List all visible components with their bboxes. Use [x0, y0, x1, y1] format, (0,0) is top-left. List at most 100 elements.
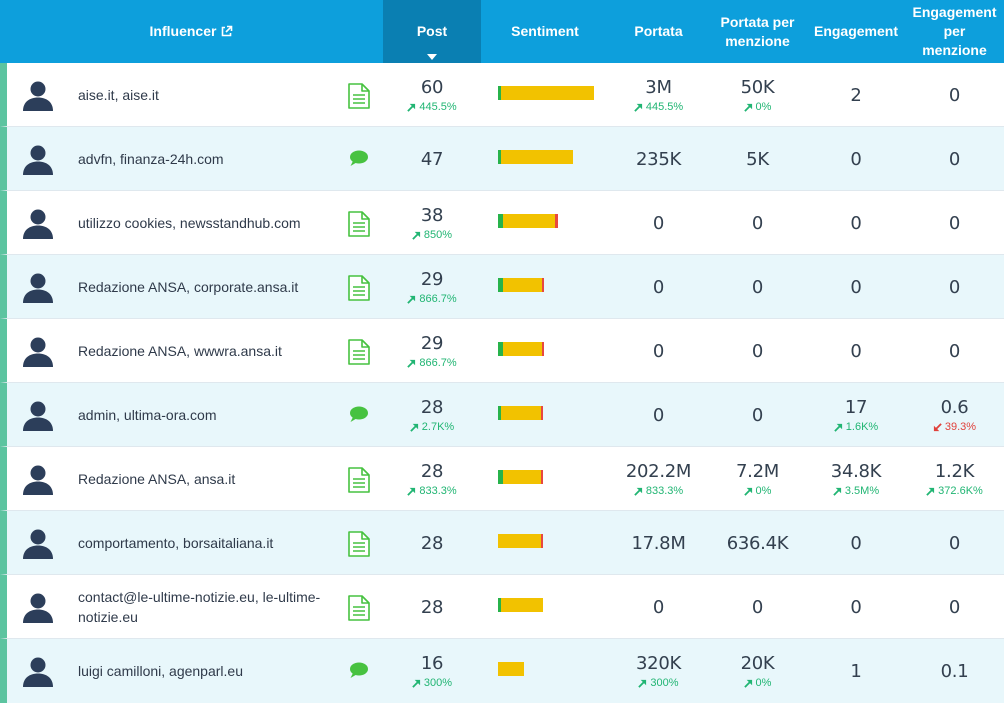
sentiment-bar[interactable]	[498, 470, 544, 484]
sentiment-bar[interactable]	[498, 86, 594, 100]
sentiment-bar[interactable]	[498, 534, 544, 548]
portata-cell: 3M 445.5%	[609, 63, 708, 127]
column-header-engagement[interactable]: Engagement	[807, 0, 905, 63]
post-count: 16	[420, 653, 444, 674]
portata-value: 0	[652, 340, 665, 362]
document-icon	[348, 83, 370, 109]
column-header-sentiment[interactable]: Sentiment	[481, 0, 609, 63]
sentiment-bar[interactable]	[498, 150, 573, 164]
portata-value: 320K	[636, 653, 681, 674]
table-row[interactable]: Redazione ANSA, ansa.it 28 833.3% 202.2M…	[0, 447, 1004, 511]
engagement-value: 0	[850, 532, 862, 554]
portata-per-menzione-delta: 0%	[743, 677, 772, 689]
portata-per-menzione-cell: 50K 0%	[708, 63, 807, 127]
influencer-name[interactable]: advfn, finanza-24h.com	[78, 151, 224, 167]
table-row[interactable]: luigi camilloni, agenparl.eu 16 300% 320…	[0, 639, 1004, 703]
engagement-per-menzione-cell: 0	[905, 191, 1004, 255]
engagement-per-menzione-delta: 372.6K%	[926, 485, 983, 497]
sort-descending-icon	[427, 54, 437, 60]
portata-value: 0	[652, 212, 665, 234]
column-header-portata-per-menzione[interactable]: Portata per menzione	[708, 0, 807, 63]
post-cell: 60 445.5%	[383, 63, 481, 127]
trend-up-icon	[638, 679, 647, 688]
influencer-name[interactable]: luigi camilloni, agenparl.eu	[78, 663, 243, 679]
influencer-name[interactable]: aise.it, aise.it	[78, 87, 159, 103]
sentiment-bar[interactable]	[498, 214, 559, 228]
influencer-name[interactable]: admin, ultima-ora.com	[78, 407, 217, 423]
portata-cell: 0	[609, 383, 708, 447]
external-link-icon[interactable]	[220, 25, 233, 38]
portata-per-menzione-value: 0	[751, 596, 764, 618]
portata-per-menzione-cell: 0	[708, 319, 807, 383]
column-header-post[interactable]: Post	[383, 0, 481, 63]
engagement-per-menzione-cell: 1.2K 372.6K%	[905, 447, 1004, 511]
sentiment-positive-segment	[498, 598, 501, 612]
engagement-delta: 3.5M%	[833, 485, 879, 497]
sentiment-neutral-segment	[498, 662, 524, 676]
influencer-name[interactable]: contact@le-ultime-notizie.eu, le-ultime-…	[78, 589, 321, 625]
influencer-name[interactable]: Redazione ANSA, corporate.ansa.it	[78, 279, 299, 295]
table-row[interactable]: Redazione ANSA, corporate.ansa.it 29 866…	[0, 255, 1004, 319]
engagement-cell: 0	[807, 575, 905, 639]
portata-per-menzione-cell: 5K	[708, 127, 807, 191]
engagement-per-menzione-delta: 39.3%	[933, 421, 976, 433]
portata-per-menzione-delta: 0%	[743, 485, 771, 497]
sentiment-bar[interactable]	[498, 278, 545, 292]
post-cell: 47	[383, 127, 481, 191]
table-row[interactable]: contact@le-ultime-notizie.eu, le-ultime-…	[0, 575, 1004, 639]
influencer-name[interactable]: Redazione ANSA, ansa.it	[78, 471, 236, 487]
portata-per-menzione-cell: 0	[708, 255, 807, 319]
delta-value: 833.3%	[419, 485, 457, 497]
user-avatar-icon	[23, 145, 53, 175]
influencer-name[interactable]: utilizzo cookies, newsstandhub.com	[78, 215, 301, 231]
column-header-influencer[interactable]: Influencer	[0, 0, 383, 63]
portata-per-menzione-header-label: Portata per menzione	[720, 13, 795, 49]
table-row[interactable]: advfn, finanza-24h.com 47 235K 5K 0 0	[0, 127, 1004, 191]
trend-down-icon	[933, 422, 942, 431]
sentiment-bar[interactable]	[498, 598, 544, 612]
engagement-per-menzione-value: 0.1	[940, 660, 969, 682]
engagement-per-menzione-cell: 0	[905, 127, 1004, 191]
document-icon	[348, 339, 370, 365]
sentiment-bar[interactable]	[498, 662, 524, 676]
column-header-engagement-per-menzione[interactable]: Engagement per menzione	[905, 0, 1004, 63]
influencer-name[interactable]: Redazione ANSA, wwwra.ansa.it	[78, 343, 282, 359]
post-count: 29	[420, 269, 444, 290]
delta-value: 445.5%	[645, 101, 684, 113]
delta-value: 0%	[755, 677, 772, 689]
engagement-value: 0	[850, 340, 862, 362]
portata-per-menzione-cell: 20K 0%	[708, 639, 807, 703]
document-icon	[348, 595, 370, 621]
portata-value: 17.8M	[631, 532, 686, 554]
table-row[interactable]: Redazione ANSA, wwwra.ansa.it 29 866.7% …	[0, 319, 1004, 383]
delta-value: 39.3%	[944, 421, 977, 433]
trend-up-icon	[834, 423, 842, 432]
delta-value: 866.7%	[419, 293, 457, 305]
engagement-per-menzione-cell: 0	[905, 319, 1004, 383]
user-avatar-icon	[23, 401, 53, 431]
influencer-name[interactable]: comportamento, borsaitaliana.it	[78, 535, 274, 551]
engagement-per-menzione-cell: 0	[905, 511, 1004, 575]
table-row[interactable]: admin, ultima-ora.com 28 2.7K% 0 0 17 1.…	[0, 383, 1004, 447]
engagement-cell: 0	[807, 319, 905, 383]
delta-value: 850%	[423, 229, 453, 241]
engagement-per-menzione-value: 1.2K	[934, 461, 975, 482]
engagement-value: 17	[844, 397, 868, 418]
sentiment-neutral-segment	[501, 406, 542, 420]
table-row[interactable]: aise.it, aise.it 60 445.5% 3M 445.5% 50K…	[0, 63, 1004, 127]
portata-value: 235K	[636, 148, 681, 170]
post-count: 29	[420, 333, 444, 354]
engagement-cell: 0	[807, 511, 905, 575]
column-header-portata[interactable]: Portata	[609, 0, 708, 63]
post-delta: 850%	[412, 229, 452, 241]
engagement-per-menzione-cell: 0	[905, 63, 1004, 127]
sentiment-negative-segment	[541, 406, 544, 420]
post-count: 28	[420, 397, 444, 418]
sentiment-bar[interactable]	[498, 342, 545, 356]
table-row[interactable]: comportamento, borsaitaliana.it 28 17.8M…	[0, 511, 1004, 575]
portata-per-menzione-value: 0	[751, 340, 764, 362]
post-count: 28	[420, 596, 444, 618]
table-row[interactable]: utilizzo cookies, newsstandhub.com 38 85…	[0, 191, 1004, 255]
portata-cell: 0	[609, 575, 708, 639]
sentiment-bar[interactable]	[498, 406, 544, 420]
